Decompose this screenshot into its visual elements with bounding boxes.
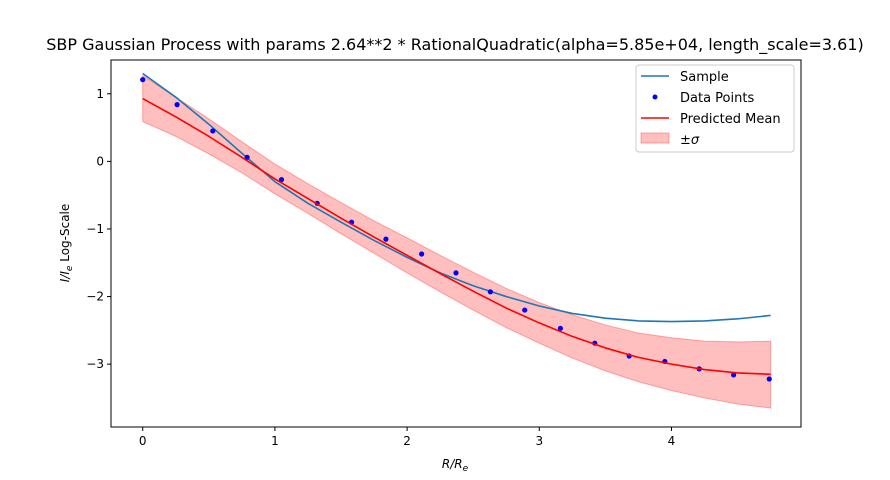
legend-label-data-points: Data Points — [680, 91, 754, 106]
chart-title: SBP Gaussian Process with params 2.64**2… — [46, 35, 863, 55]
data-point — [453, 270, 459, 276]
data-point — [730, 372, 737, 378]
x-tick-label: 3 — [535, 434, 543, 448]
sigma-band — [142, 74, 772, 409]
legend-box — [635, 64, 795, 153]
y-tick-label: 1 — [96, 87, 104, 101]
legend-label-sample: Sample — [680, 70, 729, 85]
x-axis-label-main: R/R — [442, 457, 463, 471]
y-tick-label: −1 — [86, 222, 104, 236]
data-point — [766, 376, 772, 382]
x-tick-label: 2 — [403, 434, 411, 448]
data-point — [244, 154, 250, 160]
y-axis-label-main: I/I — [58, 271, 72, 283]
x-axis-label-subscript: e — [463, 464, 469, 474]
legend-swatch-data-points — [652, 94, 658, 100]
data-point — [522, 307, 528, 313]
x-axis-label: R/Re — [442, 457, 469, 474]
x-axis: 0 1 2 3 4 — [139, 427, 675, 448]
y-axis-label-suffix: Log-Scale — [58, 204, 72, 266]
x-tick-label: 1 — [271, 434, 279, 448]
plot-frame — [110, 59, 802, 428]
y-tick-label: −2 — [86, 290, 104, 304]
data-point — [557, 325, 564, 331]
x-tick-label: 4 — [668, 434, 676, 448]
legend-label-predicted-mean: Predicted Mean — [680, 112, 781, 127]
y-axis-label: I/Ie Log-Scale — [58, 204, 75, 283]
y-axis: −3 −2 −1 0 1 — [86, 87, 111, 371]
data-point — [140, 77, 146, 83]
y-tick-label: 0 — [96, 154, 104, 168]
predicted-mean-line — [142, 97, 771, 376]
x-tick-label: 0 — [139, 434, 147, 448]
data-point — [419, 251, 425, 257]
legend-label-sigma: ±σ — [680, 133, 700, 148]
data-point — [210, 128, 216, 134]
data-point — [487, 289, 493, 295]
data-point — [278, 177, 285, 183]
data-point — [383, 236, 389, 242]
data-point — [174, 102, 180, 108]
y-axis-label-subscript: e — [65, 265, 75, 271]
y-tick-label: −3 — [86, 357, 104, 371]
legend: Sample Data Points Predicted Mean ±σ — [635, 64, 795, 153]
legend-swatch-sigma — [640, 132, 670, 144]
